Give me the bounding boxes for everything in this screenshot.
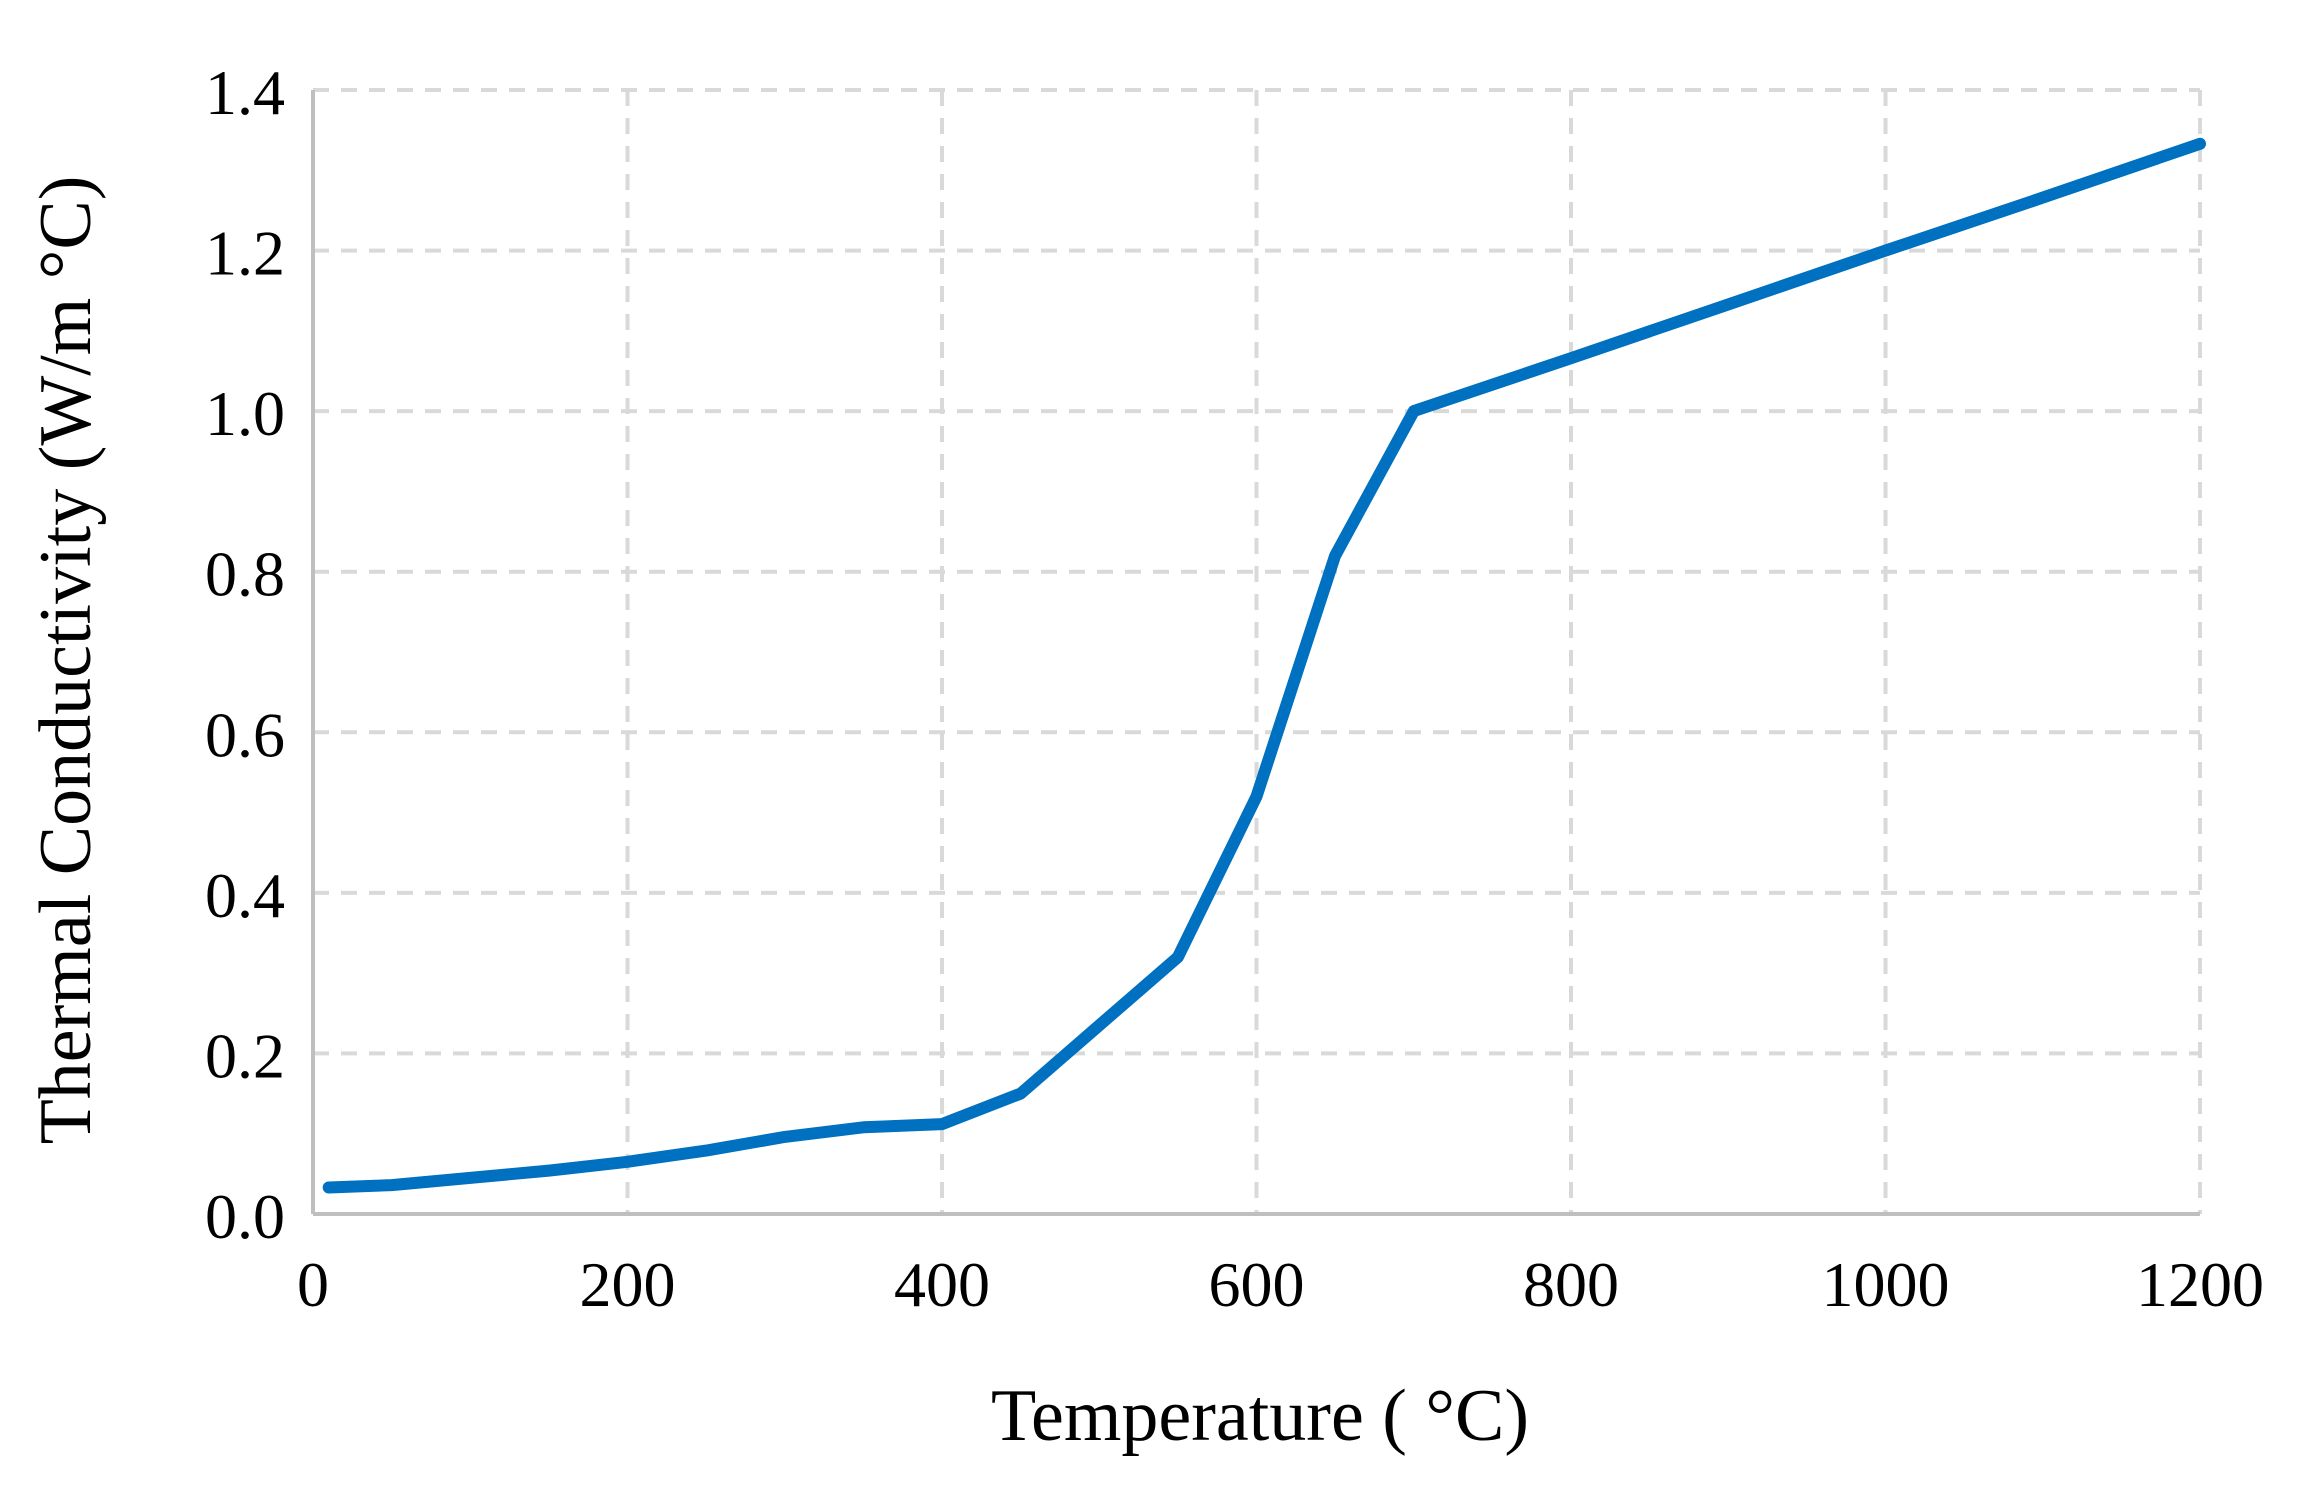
x-tick-label: 800 <box>1523 1249 1619 1320</box>
y-tick-label: 0.4 <box>205 860 285 931</box>
y-axis-title: Thermal Conductivity (W/m °C) <box>25 176 107 1145</box>
y-tick-label: 0.0 <box>205 1181 285 1252</box>
x-tick-label: 400 <box>894 1249 990 1320</box>
y-tick-label: 1.0 <box>205 378 285 449</box>
x-tick-label: 1000 <box>1822 1249 1950 1320</box>
grid <box>313 90 2200 1214</box>
x-axis-title: Temperature ( °C) <box>991 1375 1529 1457</box>
x-tick-label: 1200 <box>2136 1249 2264 1320</box>
x-tick-label: 0 <box>297 1249 329 1320</box>
y-tick-label: 0.6 <box>205 699 285 770</box>
series-line-thermal-conductivity <box>329 144 2200 1188</box>
y-tick-label: 1.2 <box>205 218 285 289</box>
tick-labels: 0.0 0.2 0.4 0.6 0.8 1.0 1.2 1.4 0 200 400 600 800 100… <box>205 57 2264 1320</box>
y-tick-label: 0.2 <box>205 1020 285 1091</box>
x-tick-label: 200 <box>580 1249 676 1320</box>
y-tick-label: 0.8 <box>205 539 285 610</box>
x-tick-label: 600 <box>1209 1249 1305 1320</box>
y-tick-label: 1.4 <box>205 57 285 128</box>
series <box>329 144 2200 1188</box>
